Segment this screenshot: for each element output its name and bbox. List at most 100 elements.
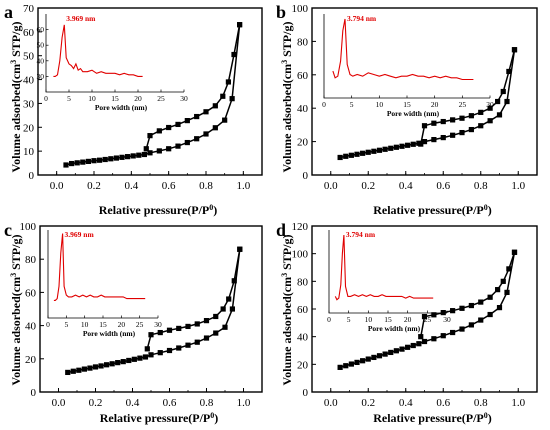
- adsorption-marker: [487, 118, 493, 124]
- adsorption-marker: [421, 139, 428, 145]
- inset-pore-size: 0 5 10 15 20 25 30 Pore width (nm) 3.969 nm: [46, 230, 162, 338]
- desorption-marker: [440, 118, 446, 125]
- adsorption-marker: [405, 142, 411, 148]
- adsorption-marker: [450, 329, 456, 336]
- desorption-marker: [459, 305, 465, 311]
- inset-x-tick-label: 10: [365, 315, 373, 324]
- adsorption-marker: [81, 366, 87, 372]
- adsorption-marker: [405, 344, 411, 350]
- desorption-marker: [237, 246, 243, 252]
- x-tick-label: 0.8: [474, 397, 488, 409]
- inset-x-tick-label: 25: [136, 320, 144, 329]
- desorption-marker: [213, 313, 219, 320]
- adsorption-marker: [147, 150, 153, 156]
- desorption-marker: [511, 249, 518, 255]
- desorption-marker: [237, 22, 243, 28]
- inset-peak-annotation: 3.969 nm: [66, 14, 96, 23]
- adsorption-marker: [229, 306, 235, 312]
- y-axis-label: Volume adsorbed(cm3 STP/g): [9, 235, 24, 386]
- y-tick-label: 80: [297, 276, 309, 288]
- y-axis-label: Volume adsorbed(cm3 STP/g): [280, 22, 295, 173]
- panel-letter: d: [276, 220, 286, 240]
- adsorption-marker: [337, 364, 343, 370]
- inset-peak-annotation: 3.794 nm: [346, 230, 376, 239]
- adsorption-marker: [382, 146, 388, 152]
- desorption-marker: [495, 98, 501, 105]
- adsorption-marker: [148, 352, 154, 358]
- x-tick-label: 0.0: [50, 180, 64, 192]
- adsorption-marker: [399, 346, 405, 352]
- adsorption-marker: [74, 160, 80, 166]
- x-tick-label: 0.0: [52, 397, 66, 409]
- adsorption-marker: [365, 149, 371, 155]
- adsorption-marker: [440, 134, 446, 141]
- inset-x-tick-label: 25: [459, 100, 467, 109]
- desorption-marker: [203, 109, 209, 115]
- adsorption-marker: [126, 357, 132, 364]
- y-tick-label: 120: [292, 221, 309, 233]
- panel-d: d0.0 0.2 0.4 0.6 0.8 1.0020406080100120Relati…: [276, 220, 538, 425]
- desorption-marker: [220, 306, 226, 312]
- desorption-marker: [184, 118, 190, 124]
- panel-letter: b: [276, 2, 286, 22]
- inset-x-tick-label: 10: [81, 320, 89, 329]
- y-tick-label: 40: [25, 321, 37, 333]
- adsorption-marker: [80, 159, 86, 165]
- y-tick-label: 60: [297, 304, 309, 316]
- adsorption-marker: [137, 355, 143, 361]
- y-axis-label-group: Volume adsorbed(cm3 STP/g): [9, 235, 24, 386]
- x-tick-label: 0.6: [163, 397, 177, 409]
- adsorption-marker: [478, 123, 484, 129]
- x-tick-label: 0.8: [474, 180, 488, 192]
- adsorption-marker: [376, 353, 383, 359]
- y-tick-label: 50: [23, 51, 35, 63]
- desorption-marker: [500, 88, 506, 95]
- inset-pore-size: 0 5 10 15 20 25 30 Pore width (nm) 3.794 nm: [327, 230, 451, 333]
- x-tick-label: 0.4: [126, 397, 140, 409]
- y-tick-label: 0: [29, 170, 35, 182]
- adsorption-marker: [203, 131, 209, 137]
- adsorption-marker: [388, 145, 394, 151]
- panel-c: c0.0 0.2 0.4 0.6 0.8 1.0020406080100Relative …: [4, 220, 263, 425]
- y-tick-label: 60: [297, 70, 309, 82]
- adsorption-marker: [131, 356, 137, 362]
- adsorption-marker: [504, 98, 510, 105]
- inset-x-tick-label: 15: [384, 315, 392, 324]
- inset-x-tick-label: 5: [347, 315, 351, 324]
- adsorption-marker: [450, 132, 456, 138]
- desorption-marker: [511, 47, 518, 53]
- desorption-marker: [421, 314, 428, 320]
- desorption-marker: [487, 105, 493, 111]
- adsorption-marker: [91, 158, 97, 164]
- adsorption-marker: [213, 330, 219, 336]
- inset-axes: [45, 14, 184, 93]
- desorption-marker: [220, 93, 226, 99]
- inset-x-tick-label: 0: [327, 315, 331, 324]
- desorption-marker: [468, 113, 474, 119]
- adsorption-marker: [87, 365, 93, 371]
- x-tick-label: 1.0: [511, 397, 525, 409]
- adsorption-marker: [142, 354, 149, 360]
- inset-x-label: Pore width (nm): [83, 329, 136, 338]
- adsorption-marker: [431, 336, 437, 342]
- adsorption-marker: [382, 351, 388, 357]
- adsorption-marker: [393, 144, 399, 150]
- y-axis-label-group: Volume adsorbed(cm3 STP/g): [280, 22, 295, 173]
- adsorption-marker: [113, 155, 119, 161]
- x-tick-label: 1.0: [511, 180, 525, 192]
- adsorption-marker: [109, 361, 115, 367]
- x-tick-label: 1.0: [237, 397, 251, 409]
- adsorption-marker: [468, 322, 474, 328]
- inset-x-tick-label: 20: [404, 315, 412, 324]
- inset-x-tick-label: 5: [350, 100, 354, 109]
- y-tick-label: 60: [25, 287, 37, 299]
- adsorption-marker: [104, 362, 110, 368]
- inset-y-tick-label: 50: [37, 41, 45, 50]
- adsorption-marker: [354, 151, 360, 157]
- adsorption-marker: [176, 345, 182, 351]
- inset-x-tick-label: 10: [376, 100, 384, 109]
- inset-x-tick-label: 25: [157, 94, 165, 103]
- inset-x-label: Pore width (nm): [368, 324, 421, 333]
- y-tick-label: 80: [297, 36, 309, 48]
- y-tick-label: 40: [297, 332, 309, 344]
